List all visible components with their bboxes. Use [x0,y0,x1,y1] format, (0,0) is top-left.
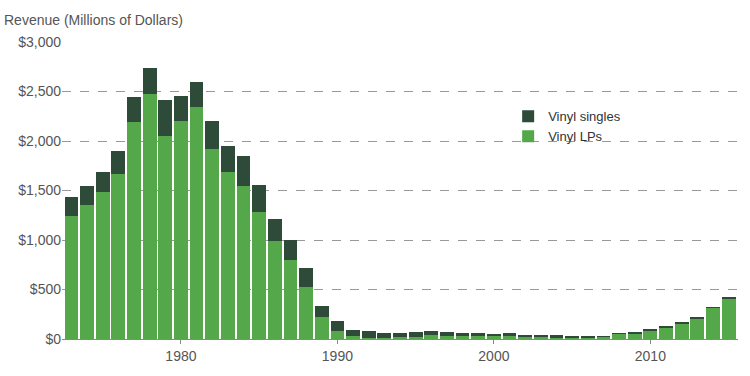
svg-text:2000: 2000 [478,348,509,364]
svg-text:$1,500: $1,500 [18,182,61,198]
svg-text:1990: 1990 [322,348,353,364]
svg-text:$1,000: $1,000 [18,232,61,248]
svg-text:$3,000: $3,000 [18,34,61,50]
svg-text:$500: $500 [30,281,61,297]
svg-text:Revenue (Millions of Dollars): Revenue (Millions of Dollars) [4,12,183,28]
svg-text:1980: 1980 [165,348,196,364]
svg-text:$2,500: $2,500 [18,83,61,99]
svg-text:$2,000: $2,000 [18,133,61,149]
svg-text:Vinyl singles: Vinyl singles [548,109,621,124]
svg-text:Vinyl LPs: Vinyl LPs [548,129,602,144]
svg-text:2010: 2010 [635,348,666,364]
svg-text:$0: $0 [45,331,61,347]
